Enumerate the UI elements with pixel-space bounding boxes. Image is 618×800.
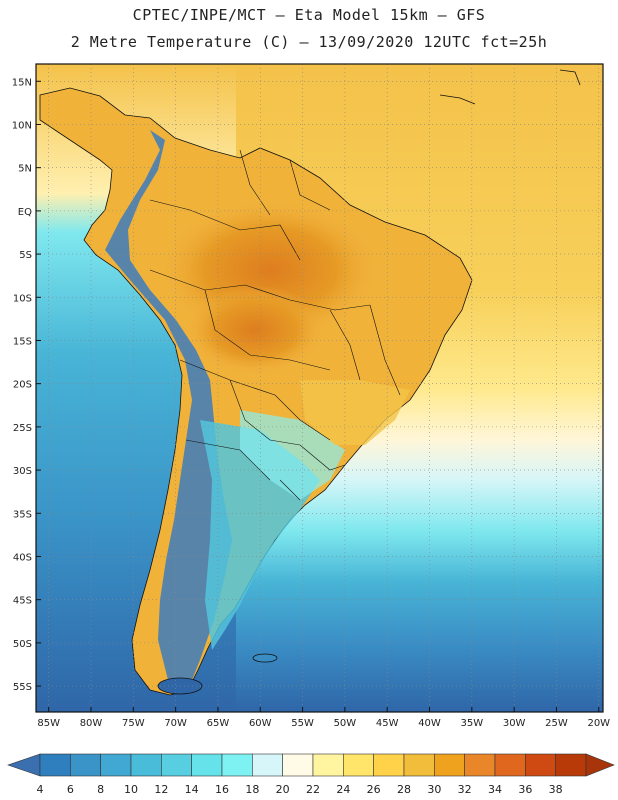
map-field: [36, 64, 603, 712]
lon-label: 65W: [207, 718, 230, 729]
lon-label: 55W: [291, 718, 314, 729]
hot-region-mato-grosso: [185, 285, 325, 375]
andes-cold-band: [105, 130, 232, 690]
colorbar-label: 6: [67, 783, 74, 796]
colorbar-box: [373, 753, 405, 777]
colorbar-label: 36: [518, 783, 532, 796]
lat-label: 10S: [13, 293, 32, 304]
lat-label: 5N: [18, 164, 32, 175]
colorbar-label: 16: [215, 783, 229, 796]
lat-label: 15S: [13, 336, 32, 347]
map-frame: [35, 63, 604, 713]
colorbar-box: [403, 753, 435, 777]
lat-label: 50S: [13, 639, 32, 650]
colorbar-label: 18: [245, 783, 259, 796]
lat-label: EQ: [18, 207, 32, 218]
title-line-1: CPTEC/INPE/MCT – Eta Model 15km – GFS: [132, 6, 486, 24]
caribbean-islands-east: [559, 69, 581, 86]
lat-label: 45S: [13, 596, 32, 607]
lon-label: 45W: [376, 718, 399, 729]
colorbar-box: [100, 753, 132, 777]
colorbar-label: 24: [336, 783, 350, 796]
colorbar-box: [70, 753, 101, 777]
lon-label: 20W: [587, 718, 610, 729]
colorbar-box: [555, 753, 587, 777]
colorbar-label: 12: [154, 783, 168, 796]
colorbar-label: 32: [458, 783, 472, 796]
lon-label: 35W: [461, 718, 484, 729]
lon-label: 30W: [503, 718, 526, 729]
colorbar-box: [221, 753, 253, 777]
lat-label: 15N: [12, 77, 32, 88]
colorbar-label: 38: [549, 783, 563, 796]
colorbar-box: [434, 753, 465, 777]
colorbar-box: [525, 753, 556, 777]
colorbar-label: 8: [97, 783, 104, 796]
colorbar-box: [312, 753, 344, 777]
colorbar-label: 34: [488, 783, 502, 796]
lon-label: 85W: [37, 718, 60, 729]
colorbar: 4 6 8 10 12 14 16 18 20 22 24 26 28 30 32 34 36 38: [7, 753, 615, 796]
colorbar-box: [252, 753, 283, 777]
lat-label: 20S: [13, 380, 32, 391]
colorbar-min-arrow: [7, 753, 41, 777]
graticule: [36, 64, 603, 712]
falkland-islands: [252, 653, 278, 663]
colorbar-label: 28: [397, 783, 411, 796]
colorbar-label: 10: [124, 783, 138, 796]
colorbar-box: [282, 753, 314, 777]
lon-label: 40W: [418, 718, 441, 729]
colorbar-max-arrow: [585, 753, 615, 777]
colorbar-label: 30: [427, 783, 441, 796]
colorbar-box: [464, 753, 496, 777]
colorbar-label: 14: [185, 783, 199, 796]
lon-label: 50W: [334, 718, 357, 729]
lon-label: 80W: [80, 718, 103, 729]
lat-label: 35S: [13, 509, 32, 520]
colorbar-box: [191, 753, 223, 777]
lon-label: 60W: [249, 718, 272, 729]
longitude-labels: 85W 80W 75W 70W 65W 60W 55W 50W 45W 40W 35W 30W 25W 2…: [37, 707, 610, 729]
colorbar-box: [39, 753, 71, 777]
lat-label: 30S: [13, 466, 32, 477]
lon-label: 75W: [122, 718, 145, 729]
latitude-labels: 15N 10N 5N EQ 5S 10S 15S 20S 25S 30S 35S 40S 45S 50S 5…: [12, 77, 41, 693]
lat-label: 40S: [13, 552, 32, 563]
colorbar-box: [343, 753, 374, 777]
colorbar-box: [130, 753, 162, 777]
colorbar-box: [161, 753, 192, 777]
lat-label: 5S: [19, 250, 32, 261]
title-line-2: 2 Metre Temperature (C) – 13/09/2020 12U…: [70, 33, 548, 51]
colorbar-box: [494, 753, 526, 777]
colorbar-label: 26: [367, 783, 381, 796]
caribbean-islands: [439, 94, 476, 105]
colorbar-label: 4: [37, 783, 44, 796]
colorbar-label: 22: [306, 783, 320, 796]
lat-label: 55S: [13, 682, 32, 693]
colorbar-label: 20: [276, 783, 290, 796]
lat-label: 10N: [12, 120, 32, 131]
lon-label: 70W: [164, 718, 187, 729]
southeast-brazil-warm: [300, 380, 410, 445]
lat-label: 25S: [13, 423, 32, 434]
country-borders: [149, 149, 401, 501]
lon-label: 25W: [545, 718, 568, 729]
